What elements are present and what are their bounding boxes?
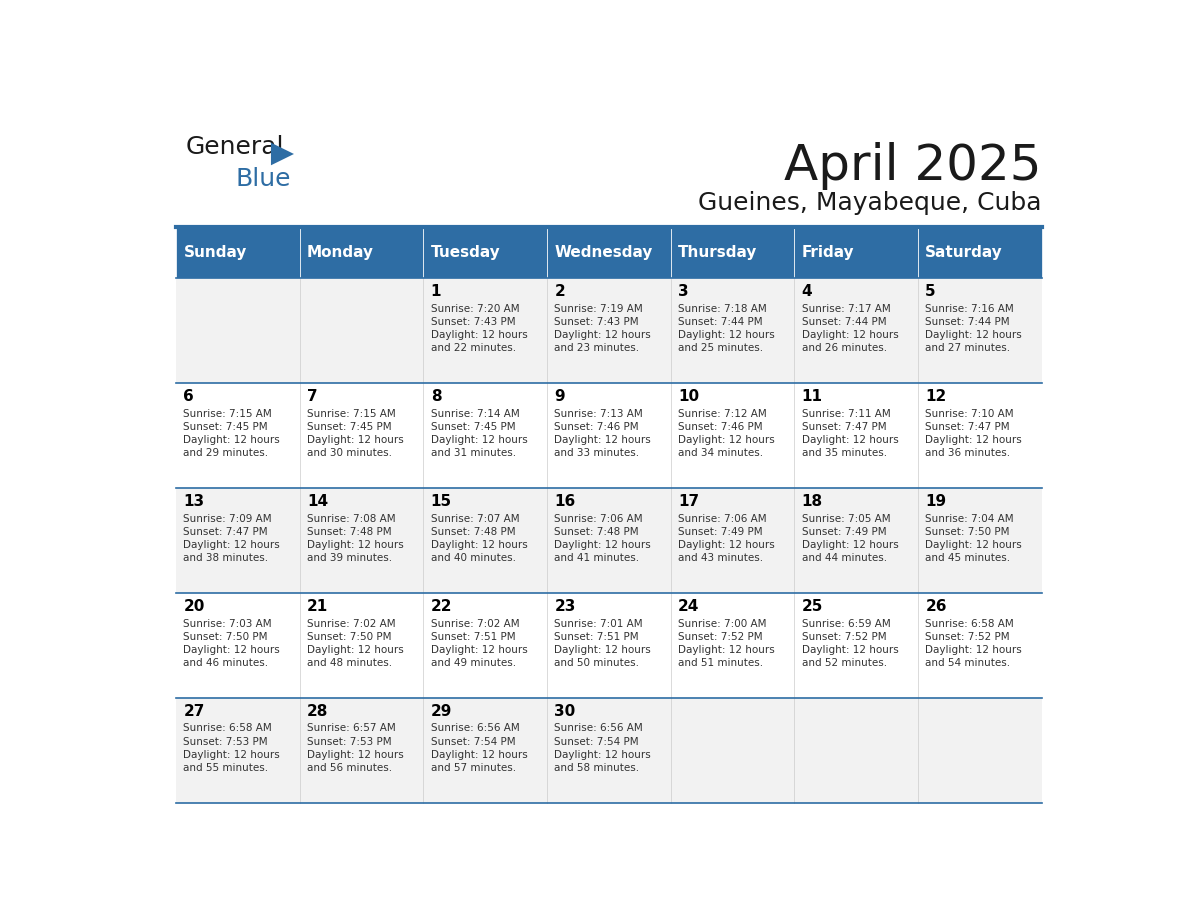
Text: 26: 26	[925, 599, 947, 614]
Text: 10: 10	[678, 389, 700, 404]
Text: 22: 22	[431, 599, 453, 614]
Text: Wednesday: Wednesday	[555, 245, 652, 260]
Bar	[795, 227, 918, 278]
Bar	[671, 227, 795, 278]
Text: Friday: Friday	[802, 245, 854, 260]
Text: 20: 20	[183, 599, 204, 614]
Text: Sunrise: 7:20 AM
Sunset: 7:43 PM
Daylight: 12 hours
and 22 minutes.: Sunrise: 7:20 AM Sunset: 7:43 PM Dayligh…	[431, 304, 527, 353]
Text: 28: 28	[308, 703, 329, 719]
Bar	[176, 593, 1042, 698]
Text: 3: 3	[678, 284, 689, 299]
Bar	[176, 488, 1042, 593]
Text: 25: 25	[802, 599, 823, 614]
Text: Sunrise: 7:16 AM
Sunset: 7:44 PM
Daylight: 12 hours
and 27 minutes.: Sunrise: 7:16 AM Sunset: 7:44 PM Dayligh…	[925, 304, 1022, 353]
Text: 5: 5	[925, 284, 936, 299]
Text: 19: 19	[925, 494, 947, 509]
Text: April 2025: April 2025	[784, 142, 1042, 190]
Text: Tuesday: Tuesday	[431, 245, 500, 260]
Text: 21: 21	[308, 599, 328, 614]
Text: Sunrise: 7:04 AM
Sunset: 7:50 PM
Daylight: 12 hours
and 45 minutes.: Sunrise: 7:04 AM Sunset: 7:50 PM Dayligh…	[925, 514, 1022, 564]
Text: Sunrise: 7:17 AM
Sunset: 7:44 PM
Daylight: 12 hours
and 26 minutes.: Sunrise: 7:17 AM Sunset: 7:44 PM Dayligh…	[802, 304, 898, 353]
Text: Sunrise: 7:14 AM
Sunset: 7:45 PM
Daylight: 12 hours
and 31 minutes.: Sunrise: 7:14 AM Sunset: 7:45 PM Dayligh…	[431, 409, 527, 458]
Text: Sunrise: 7:07 AM
Sunset: 7:48 PM
Daylight: 12 hours
and 40 minutes.: Sunrise: 7:07 AM Sunset: 7:48 PM Dayligh…	[431, 514, 527, 564]
Text: Sunrise: 7:15 AM
Sunset: 7:45 PM
Daylight: 12 hours
and 30 minutes.: Sunrise: 7:15 AM Sunset: 7:45 PM Dayligh…	[308, 409, 404, 458]
Text: 1: 1	[431, 284, 441, 299]
Text: 13: 13	[183, 494, 204, 509]
Text: 23: 23	[555, 599, 576, 614]
Text: 17: 17	[678, 494, 700, 509]
Text: 6: 6	[183, 389, 194, 404]
Polygon shape	[271, 142, 293, 165]
Bar	[299, 227, 423, 278]
Text: 12: 12	[925, 389, 947, 404]
Text: 2: 2	[555, 284, 565, 299]
Text: 27: 27	[183, 703, 204, 719]
Text: Sunrise: 6:57 AM
Sunset: 7:53 PM
Daylight: 12 hours
and 56 minutes.: Sunrise: 6:57 AM Sunset: 7:53 PM Dayligh…	[308, 723, 404, 773]
Text: Sunrise: 7:00 AM
Sunset: 7:52 PM
Daylight: 12 hours
and 51 minutes.: Sunrise: 7:00 AM Sunset: 7:52 PM Dayligh…	[678, 619, 775, 668]
Text: Sunrise: 7:02 AM
Sunset: 7:51 PM
Daylight: 12 hours
and 49 minutes.: Sunrise: 7:02 AM Sunset: 7:51 PM Dayligh…	[431, 619, 527, 668]
Text: 16: 16	[555, 494, 576, 509]
Bar	[918, 227, 1042, 278]
Text: General: General	[185, 135, 284, 159]
Text: 8: 8	[431, 389, 442, 404]
Text: 24: 24	[678, 599, 700, 614]
Bar	[176, 227, 299, 278]
Text: Sunrise: 6:58 AM
Sunset: 7:52 PM
Daylight: 12 hours
and 54 minutes.: Sunrise: 6:58 AM Sunset: 7:52 PM Dayligh…	[925, 619, 1022, 668]
Text: Gueines, Mayabeque, Cuba: Gueines, Mayabeque, Cuba	[699, 192, 1042, 216]
Text: Sunrise: 7:09 AM
Sunset: 7:47 PM
Daylight: 12 hours
and 38 minutes.: Sunrise: 7:09 AM Sunset: 7:47 PM Dayligh…	[183, 514, 280, 564]
Text: Sunrise: 7:15 AM
Sunset: 7:45 PM
Daylight: 12 hours
and 29 minutes.: Sunrise: 7:15 AM Sunset: 7:45 PM Dayligh…	[183, 409, 280, 458]
Text: Sunrise: 6:56 AM
Sunset: 7:54 PM
Daylight: 12 hours
and 58 minutes.: Sunrise: 6:56 AM Sunset: 7:54 PM Dayligh…	[555, 723, 651, 773]
Text: 9: 9	[555, 389, 565, 404]
Text: Sunrise: 7:05 AM
Sunset: 7:49 PM
Daylight: 12 hours
and 44 minutes.: Sunrise: 7:05 AM Sunset: 7:49 PM Dayligh…	[802, 514, 898, 564]
Text: Monday: Monday	[308, 245, 374, 260]
Text: 18: 18	[802, 494, 823, 509]
Text: Sunday: Sunday	[183, 245, 247, 260]
Text: 14: 14	[308, 494, 328, 509]
Text: Thursday: Thursday	[678, 245, 758, 260]
Text: 4: 4	[802, 284, 813, 299]
Text: Sunrise: 7:18 AM
Sunset: 7:44 PM
Daylight: 12 hours
and 25 minutes.: Sunrise: 7:18 AM Sunset: 7:44 PM Dayligh…	[678, 304, 775, 353]
Text: Sunrise: 7:01 AM
Sunset: 7:51 PM
Daylight: 12 hours
and 50 minutes.: Sunrise: 7:01 AM Sunset: 7:51 PM Dayligh…	[555, 619, 651, 668]
Text: Sunrise: 7:06 AM
Sunset: 7:48 PM
Daylight: 12 hours
and 41 minutes.: Sunrise: 7:06 AM Sunset: 7:48 PM Dayligh…	[555, 514, 651, 564]
Bar	[176, 384, 1042, 488]
Text: 11: 11	[802, 389, 822, 404]
Text: Sunrise: 7:19 AM
Sunset: 7:43 PM
Daylight: 12 hours
and 23 minutes.: Sunrise: 7:19 AM Sunset: 7:43 PM Dayligh…	[555, 304, 651, 353]
Text: 30: 30	[555, 703, 576, 719]
Bar	[546, 227, 671, 278]
Text: Sunrise: 7:06 AM
Sunset: 7:49 PM
Daylight: 12 hours
and 43 minutes.: Sunrise: 7:06 AM Sunset: 7:49 PM Dayligh…	[678, 514, 775, 564]
Text: Sunrise: 6:56 AM
Sunset: 7:54 PM
Daylight: 12 hours
and 57 minutes.: Sunrise: 6:56 AM Sunset: 7:54 PM Dayligh…	[431, 723, 527, 773]
Bar	[176, 698, 1042, 803]
Bar	[423, 227, 546, 278]
Text: Sunrise: 7:10 AM
Sunset: 7:47 PM
Daylight: 12 hours
and 36 minutes.: Sunrise: 7:10 AM Sunset: 7:47 PM Dayligh…	[925, 409, 1022, 458]
Text: Sunrise: 7:13 AM
Sunset: 7:46 PM
Daylight: 12 hours
and 33 minutes.: Sunrise: 7:13 AM Sunset: 7:46 PM Dayligh…	[555, 409, 651, 458]
Text: Sunrise: 7:02 AM
Sunset: 7:50 PM
Daylight: 12 hours
and 48 minutes.: Sunrise: 7:02 AM Sunset: 7:50 PM Dayligh…	[308, 619, 404, 668]
Text: Saturday: Saturday	[925, 245, 1003, 260]
Text: Sunrise: 7:12 AM
Sunset: 7:46 PM
Daylight: 12 hours
and 34 minutes.: Sunrise: 7:12 AM Sunset: 7:46 PM Dayligh…	[678, 409, 775, 458]
Text: Blue: Blue	[236, 167, 291, 191]
Bar	[176, 278, 1042, 384]
Text: Sunrise: 6:59 AM
Sunset: 7:52 PM
Daylight: 12 hours
and 52 minutes.: Sunrise: 6:59 AM Sunset: 7:52 PM Dayligh…	[802, 619, 898, 668]
Text: 15: 15	[431, 494, 451, 509]
Text: Sunrise: 7:03 AM
Sunset: 7:50 PM
Daylight: 12 hours
and 46 minutes.: Sunrise: 7:03 AM Sunset: 7:50 PM Dayligh…	[183, 619, 280, 668]
Text: Sunrise: 7:08 AM
Sunset: 7:48 PM
Daylight: 12 hours
and 39 minutes.: Sunrise: 7:08 AM Sunset: 7:48 PM Dayligh…	[308, 514, 404, 564]
Text: Sunrise: 7:11 AM
Sunset: 7:47 PM
Daylight: 12 hours
and 35 minutes.: Sunrise: 7:11 AM Sunset: 7:47 PM Dayligh…	[802, 409, 898, 458]
Text: 29: 29	[431, 703, 453, 719]
Text: 7: 7	[308, 389, 317, 404]
Text: Sunrise: 6:58 AM
Sunset: 7:53 PM
Daylight: 12 hours
and 55 minutes.: Sunrise: 6:58 AM Sunset: 7:53 PM Dayligh…	[183, 723, 280, 773]
